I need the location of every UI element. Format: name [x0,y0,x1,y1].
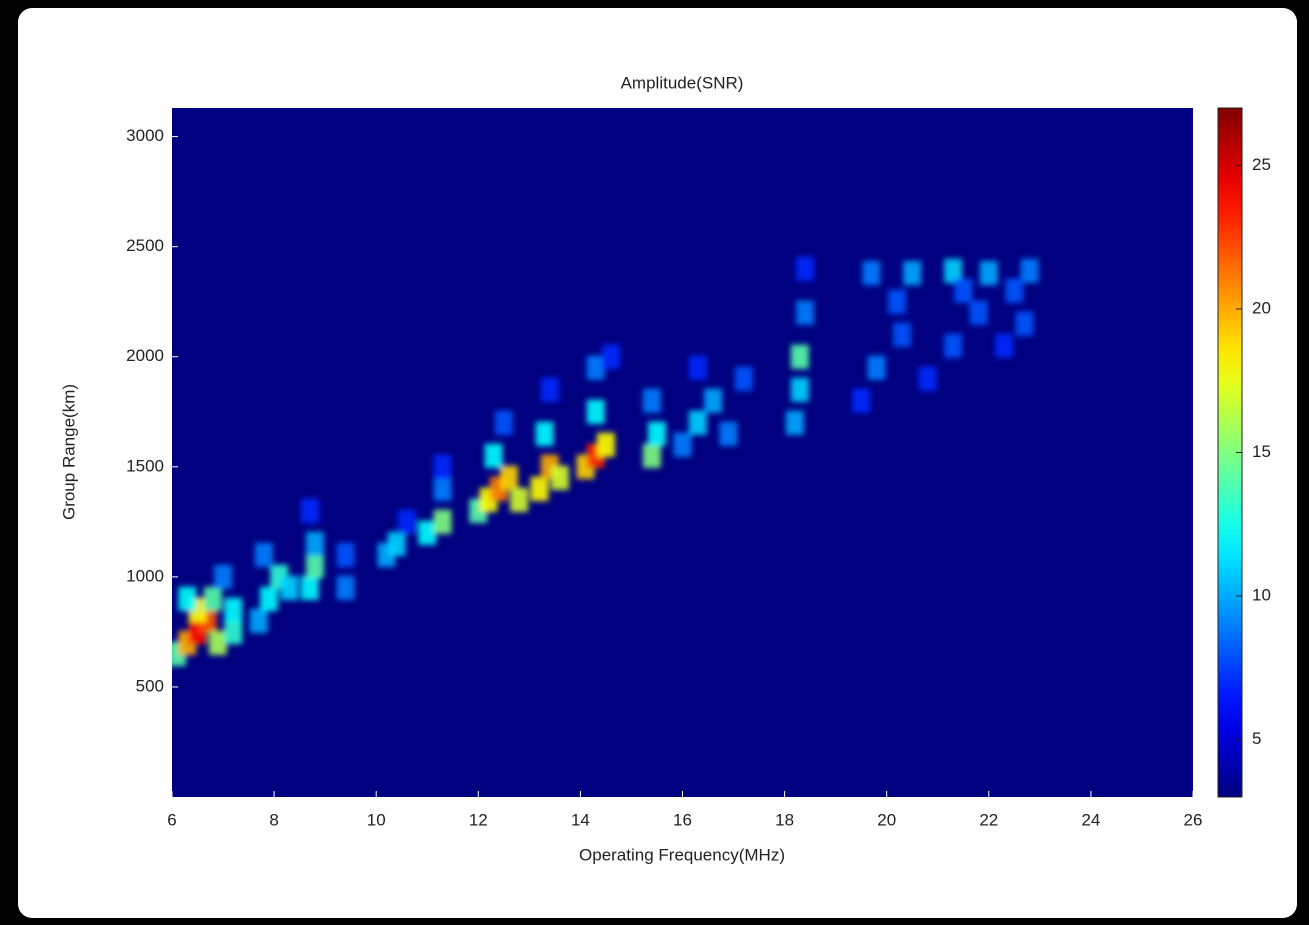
heat-cell [868,356,886,380]
heat-cell [888,290,906,314]
colorbar-tick-label: 5 [1252,729,1261,748]
heat-cell [541,378,559,402]
heat-cell [224,598,242,622]
heat-cell [536,422,554,446]
heat-cell [280,576,298,600]
heat-cell [786,411,804,435]
heat-cell [995,334,1013,358]
heat-cell [944,334,962,358]
heat-cell [597,433,615,457]
heat-cell [735,367,753,391]
heat-cell [852,389,870,413]
heat-cell [551,466,569,490]
heat-cell [260,587,278,611]
heat-cell [337,543,355,567]
x-tick-label: 20 [877,810,896,829]
x-tick-label: 12 [469,810,488,829]
y-tick-label: 3000 [126,126,164,145]
y-tick-label: 1500 [126,456,164,475]
heat-cell [204,587,222,611]
heat-cell [214,565,232,589]
heat-cell [500,466,518,490]
heat-cell [495,411,513,435]
heat-cell [643,389,661,413]
x-tick-label: 26 [1184,810,1203,829]
heat-cell [862,261,880,285]
heat-cell [903,261,921,285]
heat-cell [587,400,605,424]
heat-cell [224,620,242,644]
heat-cell [648,422,666,446]
heat-cell [689,356,707,380]
colorbar-tick-label: 10 [1252,586,1271,605]
heat-cell [1021,259,1039,283]
heat-cell [306,554,324,578]
heat-cell [919,367,937,391]
heat-cell [1016,312,1034,336]
y-tick-label: 2000 [126,346,164,365]
heat-cell [398,510,416,534]
x-tick-label: 16 [673,810,692,829]
heat-cell [796,301,814,325]
heat-cell [250,609,268,633]
heat-cell [689,411,707,435]
heat-cell [418,521,436,545]
colorbar-tick-label: 20 [1252,298,1271,317]
heat-cell [255,543,273,567]
colorbar-tick-label: 25 [1252,155,1271,174]
heat-cell [587,356,605,380]
heat-cell [720,422,738,446]
heat-cell [980,261,998,285]
heat-cell [643,444,661,468]
heat-cell [434,455,452,479]
x-tick-label: 14 [571,810,590,829]
heat-cell [704,389,722,413]
x-tick-label: 22 [979,810,998,829]
x-tick-label: 8 [269,810,278,829]
heat-cell [306,532,324,556]
heat-cell [602,345,620,369]
x-tick-label: 10 [367,810,386,829]
heat-cell [674,433,692,457]
y-tick-label: 2500 [126,236,164,255]
x-tick-label: 24 [1081,810,1100,829]
y-tick-label: 500 [136,676,164,695]
heat-cell [1005,279,1023,303]
heat-cell [337,576,355,600]
y-axis-label: Group Range(km) [59,384,78,520]
heat-cell [893,323,911,347]
y-tick-label: 1000 [126,566,164,585]
heat-cell [388,532,406,556]
heat-cell [531,477,549,501]
heat-cell [301,499,319,523]
x-tick-label: 18 [775,810,794,829]
heat-cell [485,444,503,468]
heat-cell [970,301,988,325]
heat-cell [301,576,319,600]
chart-title: Amplitude(SNR) [621,73,744,92]
heat-cell [178,587,196,611]
heat-cell [796,257,814,281]
chart: Amplitude(SNR) Operating Frequency(MHz) … [0,0,1309,925]
heat-cell [434,477,452,501]
heat-cell [791,378,809,402]
heat-cell [434,510,452,534]
x-tick-label: 6 [167,810,176,829]
x-axis-label: Operating Frequency(MHz) [579,845,785,864]
heat-cell [209,631,227,655]
heat-cell [791,345,809,369]
colorbar-tick-label: 15 [1252,442,1271,461]
heat-cell [954,279,972,303]
heat-cell [510,488,528,512]
